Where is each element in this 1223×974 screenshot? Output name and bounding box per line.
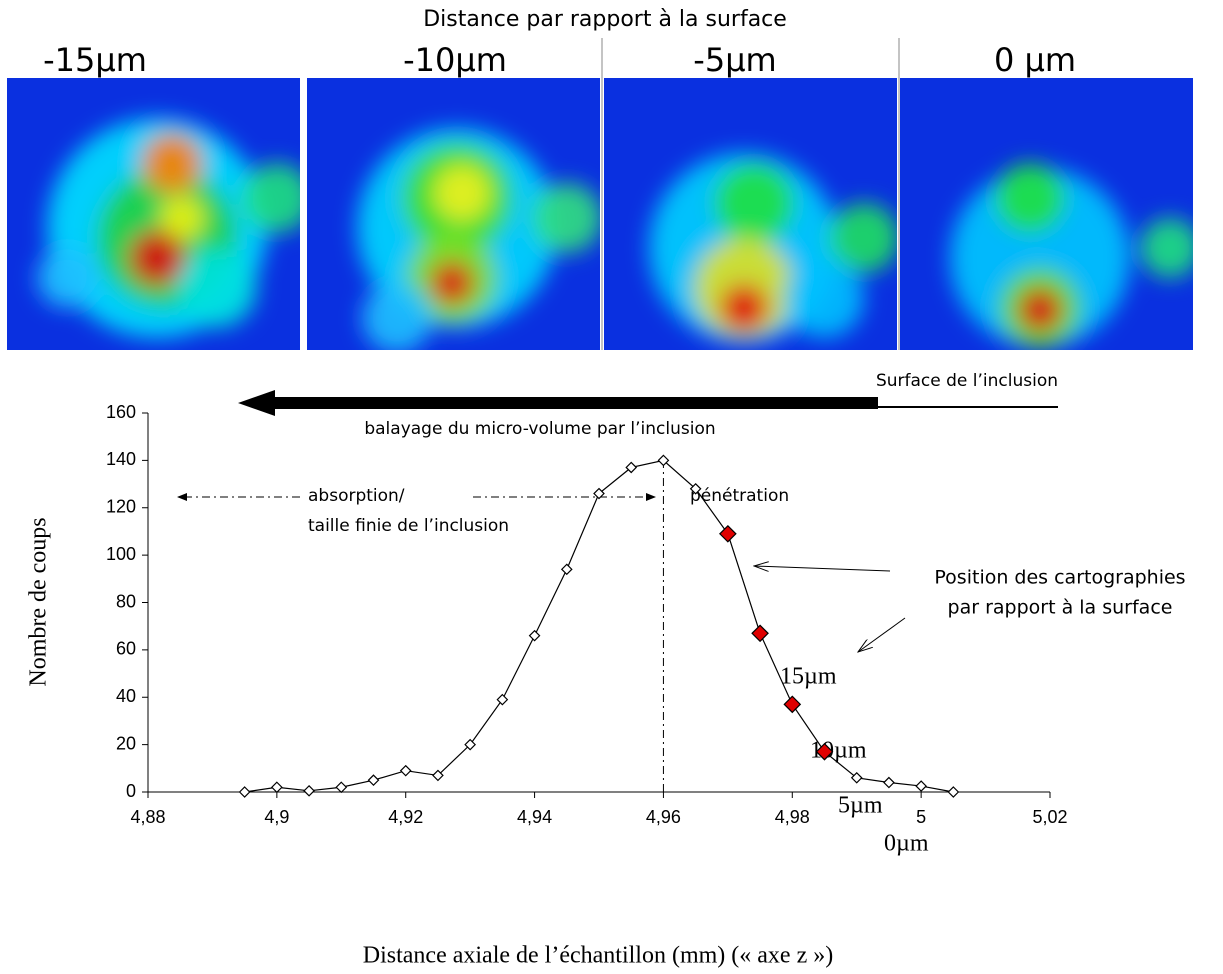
y-axis-label: Nombre de coups bbox=[26, 517, 52, 686]
heatmap-blob bbox=[129, 230, 185, 286]
data-point bbox=[528, 629, 541, 642]
heatmap-blob bbox=[160, 196, 204, 240]
annotation: pénétration bbox=[690, 486, 789, 506]
annotation-arrow bbox=[858, 617, 906, 652]
heatmap-blobs bbox=[37, 118, 300, 338]
heatmap bbox=[604, 78, 897, 350]
data-point bbox=[719, 524, 737, 543]
data-point bbox=[850, 771, 863, 784]
annotation: Position des cartographies bbox=[934, 567, 1185, 589]
heatmap-blob bbox=[720, 284, 768, 332]
panel-label: 0 µm bbox=[994, 41, 1076, 79]
data-point bbox=[625, 461, 638, 474]
heatmap-blob bbox=[177, 248, 257, 328]
data-point bbox=[335, 781, 348, 794]
data-point bbox=[560, 563, 573, 576]
data-point bbox=[883, 776, 895, 789]
heatmap-blob bbox=[784, 258, 864, 338]
x-tick-label: 4,92 bbox=[388, 807, 423, 827]
x-axis-label: Distance axiale de l’échantillon (mm) («… bbox=[363, 943, 833, 969]
y-tick-label: 120 bbox=[106, 497, 136, 517]
heatmaps bbox=[7, 78, 1193, 350]
heatmap-blob bbox=[362, 283, 432, 350]
heatmap-blob bbox=[434, 165, 490, 221]
annotation-arrow bbox=[754, 566, 891, 571]
heatmap-blob bbox=[242, 163, 300, 233]
panel-label: -10µm bbox=[403, 41, 507, 79]
y-tick-label: 160 bbox=[106, 402, 136, 422]
y-tick-label: 100 bbox=[106, 544, 136, 564]
arrow-head bbox=[238, 390, 275, 416]
data-point bbox=[751, 624, 769, 643]
x-tick-label: 4,96 bbox=[646, 807, 681, 827]
heatmap bbox=[900, 78, 1193, 350]
x-tick-label: 5,02 bbox=[1032, 807, 1067, 827]
panel-label: -5µm bbox=[693, 41, 776, 79]
x-tick-label: 4,98 bbox=[775, 807, 810, 827]
data-point bbox=[271, 781, 283, 794]
panel-label: -15µm bbox=[43, 41, 147, 79]
point-label: 5µm bbox=[838, 793, 883, 819]
data-point bbox=[399, 764, 412, 777]
data-point bbox=[657, 454, 670, 467]
point-label: 15µm bbox=[780, 664, 837, 690]
heatmap-blobs bbox=[357, 128, 600, 350]
heatmap-blob bbox=[995, 163, 1065, 233]
x-tick-label: 4,9 bbox=[264, 807, 289, 827]
annotation: taille finie de l’inclusion bbox=[308, 516, 509, 536]
data-point bbox=[496, 693, 509, 706]
heatmap-blob bbox=[1018, 288, 1062, 332]
data-point bbox=[464, 738, 476, 751]
annotation: balayage du micro-volume par l’inclusion bbox=[364, 419, 715, 439]
heatmap-blob bbox=[142, 133, 202, 193]
data-point bbox=[815, 742, 834, 761]
data-point bbox=[593, 487, 605, 500]
figure-title: Distance par rapport à la surface bbox=[423, 7, 787, 32]
annotation: Surface de l’inclusion bbox=[876, 371, 1058, 391]
x-tick-label: 4,94 bbox=[517, 807, 552, 827]
data-point bbox=[783, 695, 802, 714]
heatmap-blob bbox=[37, 248, 97, 308]
heatmap-blobs bbox=[950, 163, 1193, 348]
x-tick-label: 4,88 bbox=[130, 807, 165, 827]
arrow-body bbox=[270, 397, 878, 409]
data-point bbox=[915, 780, 927, 792]
data-point bbox=[367, 774, 380, 787]
y-tick-label: 20 bbox=[116, 733, 136, 753]
annotation: par rapport à la surface bbox=[948, 597, 1173, 619]
heatmap-blob bbox=[430, 261, 474, 305]
heatmap-blob bbox=[532, 183, 600, 253]
heatmap-blob bbox=[829, 203, 897, 273]
y-tick-label: 0 bbox=[126, 781, 136, 801]
heatmap-blob bbox=[1140, 218, 1193, 278]
data-point bbox=[303, 784, 315, 797]
y-tick-label: 40 bbox=[116, 686, 136, 706]
y-tick-label: 80 bbox=[116, 591, 136, 611]
heatmap-blobs bbox=[649, 153, 897, 343]
data-point bbox=[947, 786, 960, 798]
y-tick-label: 60 bbox=[116, 639, 136, 659]
annotation: absorption/ bbox=[308, 486, 405, 506]
data-point bbox=[432, 769, 444, 782]
data-point bbox=[238, 786, 251, 798]
heatmap bbox=[307, 78, 600, 350]
data-point bbox=[689, 482, 702, 495]
heatmap-blob bbox=[950, 168, 1130, 348]
heatmap bbox=[7, 78, 300, 350]
point-label: 0µm bbox=[884, 831, 929, 857]
x-tick-label: 5 bbox=[916, 807, 926, 827]
y-tick-label: 140 bbox=[106, 449, 136, 469]
heatmap-blob bbox=[714, 163, 794, 243]
